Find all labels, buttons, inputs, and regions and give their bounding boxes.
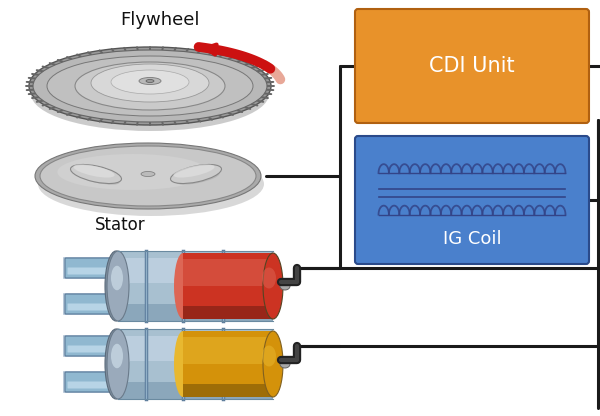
Ellipse shape xyxy=(122,359,130,364)
Ellipse shape xyxy=(176,171,220,185)
Ellipse shape xyxy=(121,357,135,371)
Ellipse shape xyxy=(105,251,127,321)
Ellipse shape xyxy=(262,267,276,289)
Ellipse shape xyxy=(146,79,154,82)
Bar xyxy=(183,307,273,319)
FancyBboxPatch shape xyxy=(67,304,113,310)
Bar xyxy=(118,304,273,321)
Ellipse shape xyxy=(174,331,192,397)
Ellipse shape xyxy=(121,279,135,293)
FancyBboxPatch shape xyxy=(63,293,117,315)
Bar xyxy=(118,329,273,399)
Bar xyxy=(183,260,273,286)
Ellipse shape xyxy=(173,164,215,178)
Bar xyxy=(183,331,273,397)
Ellipse shape xyxy=(29,47,271,125)
FancyBboxPatch shape xyxy=(355,9,589,123)
FancyBboxPatch shape xyxy=(65,258,115,278)
FancyBboxPatch shape xyxy=(355,136,589,264)
Text: IG Coil: IG Coil xyxy=(443,230,502,248)
Ellipse shape xyxy=(174,253,192,319)
Bar xyxy=(118,251,273,321)
Ellipse shape xyxy=(139,77,161,84)
Ellipse shape xyxy=(107,329,129,399)
Ellipse shape xyxy=(40,146,256,206)
Text: Flywheel: Flywheel xyxy=(120,11,200,29)
Ellipse shape xyxy=(263,331,283,397)
FancyBboxPatch shape xyxy=(65,372,115,392)
Ellipse shape xyxy=(262,346,276,366)
Ellipse shape xyxy=(280,360,290,368)
Bar xyxy=(118,258,273,282)
FancyBboxPatch shape xyxy=(67,381,113,389)
Ellipse shape xyxy=(33,50,267,122)
Ellipse shape xyxy=(73,164,115,178)
Bar xyxy=(183,337,273,364)
Ellipse shape xyxy=(170,164,221,183)
Ellipse shape xyxy=(47,56,253,116)
Text: Stator: Stator xyxy=(95,216,145,234)
Ellipse shape xyxy=(111,344,123,368)
Text: CDI Unit: CDI Unit xyxy=(429,56,515,76)
Ellipse shape xyxy=(141,171,155,176)
Bar xyxy=(118,381,273,399)
Ellipse shape xyxy=(35,143,261,209)
FancyBboxPatch shape xyxy=(65,336,115,356)
Ellipse shape xyxy=(280,282,290,290)
Ellipse shape xyxy=(105,329,127,399)
Ellipse shape xyxy=(75,62,225,110)
Ellipse shape xyxy=(71,164,121,183)
FancyBboxPatch shape xyxy=(63,371,117,393)
Ellipse shape xyxy=(31,57,269,131)
Ellipse shape xyxy=(58,154,209,190)
Ellipse shape xyxy=(91,64,209,102)
FancyBboxPatch shape xyxy=(63,335,117,357)
Ellipse shape xyxy=(76,171,119,185)
Ellipse shape xyxy=(122,280,130,285)
Ellipse shape xyxy=(111,266,123,290)
Ellipse shape xyxy=(111,70,189,94)
Bar xyxy=(183,253,273,319)
FancyBboxPatch shape xyxy=(67,267,113,275)
FancyBboxPatch shape xyxy=(65,294,115,314)
FancyBboxPatch shape xyxy=(63,257,117,279)
Ellipse shape xyxy=(38,152,264,216)
Bar xyxy=(183,384,273,397)
FancyBboxPatch shape xyxy=(67,346,113,352)
Ellipse shape xyxy=(107,251,129,321)
Ellipse shape xyxy=(263,253,283,319)
Bar xyxy=(118,336,273,361)
